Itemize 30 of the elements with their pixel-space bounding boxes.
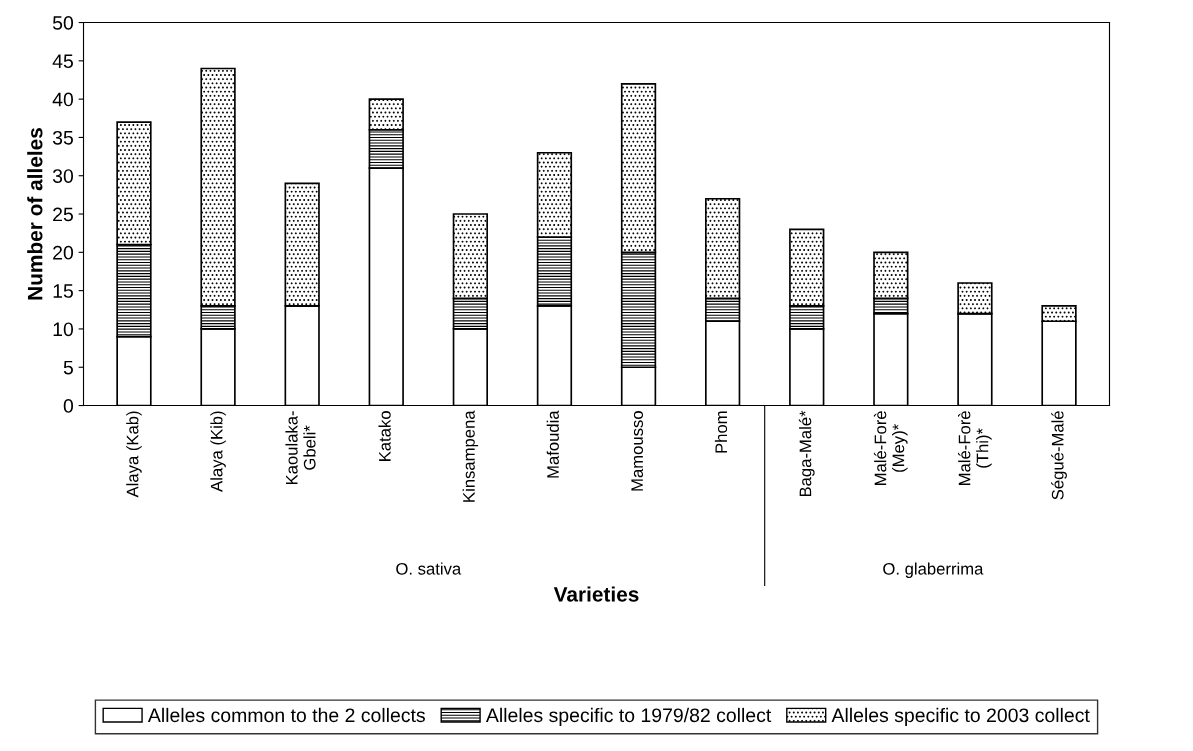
y-tick-label: 15 [53,284,73,298]
x-tick-label: Malé-Forè (Mey)* [873,411,908,485]
y-tick-label: 50 [52,16,74,30]
y-tick-label: 5 [63,360,73,375]
legend-label: Alleles specific to 1979/82 collect [485,707,772,726]
y-tick-label: 45 [52,54,73,69]
y-tick-label: 30 [52,169,74,183]
legend-label: Alleles common to the 2 collects [147,707,425,723]
x-tick-label: Phom [714,411,728,453]
x-tick-label: Katako [378,411,391,461]
x-tick-label: Alaya (Kib) [210,411,226,492]
y-tick-label: 0 [63,399,74,413]
x-tick-label: Malé-Forè (Thi)* [958,411,992,485]
x-tick-label: Baga-Malé* [798,410,815,497]
x-tick-label: Mamousso [631,411,644,491]
y-tick-label: 40 [52,92,74,107]
x-axis-title: Varieties [553,586,639,602]
x-tick-label: Kinsampena [462,410,479,502]
x-tick-label: Alaya (Kab) [126,411,142,498]
y-tick-label: 25 [53,207,73,222]
x-tick-label: Mafoudia [546,410,559,478]
text: O. sativa [396,562,462,575]
x-tick-label: Ségué-Malé [1051,411,1067,500]
y-tick-label: 35 [52,130,73,145]
y-tick-label: 20 [53,245,74,260]
legend-label: Alleles specific to 2003 collect [831,707,1090,726]
y-tick-label: 10 [53,322,74,337]
text: O. glaberrima [883,562,984,578]
x-tick-label: Kaoulaka- Gbeli* [285,411,316,485]
y-axis-title: Number of alleles [27,128,43,300]
